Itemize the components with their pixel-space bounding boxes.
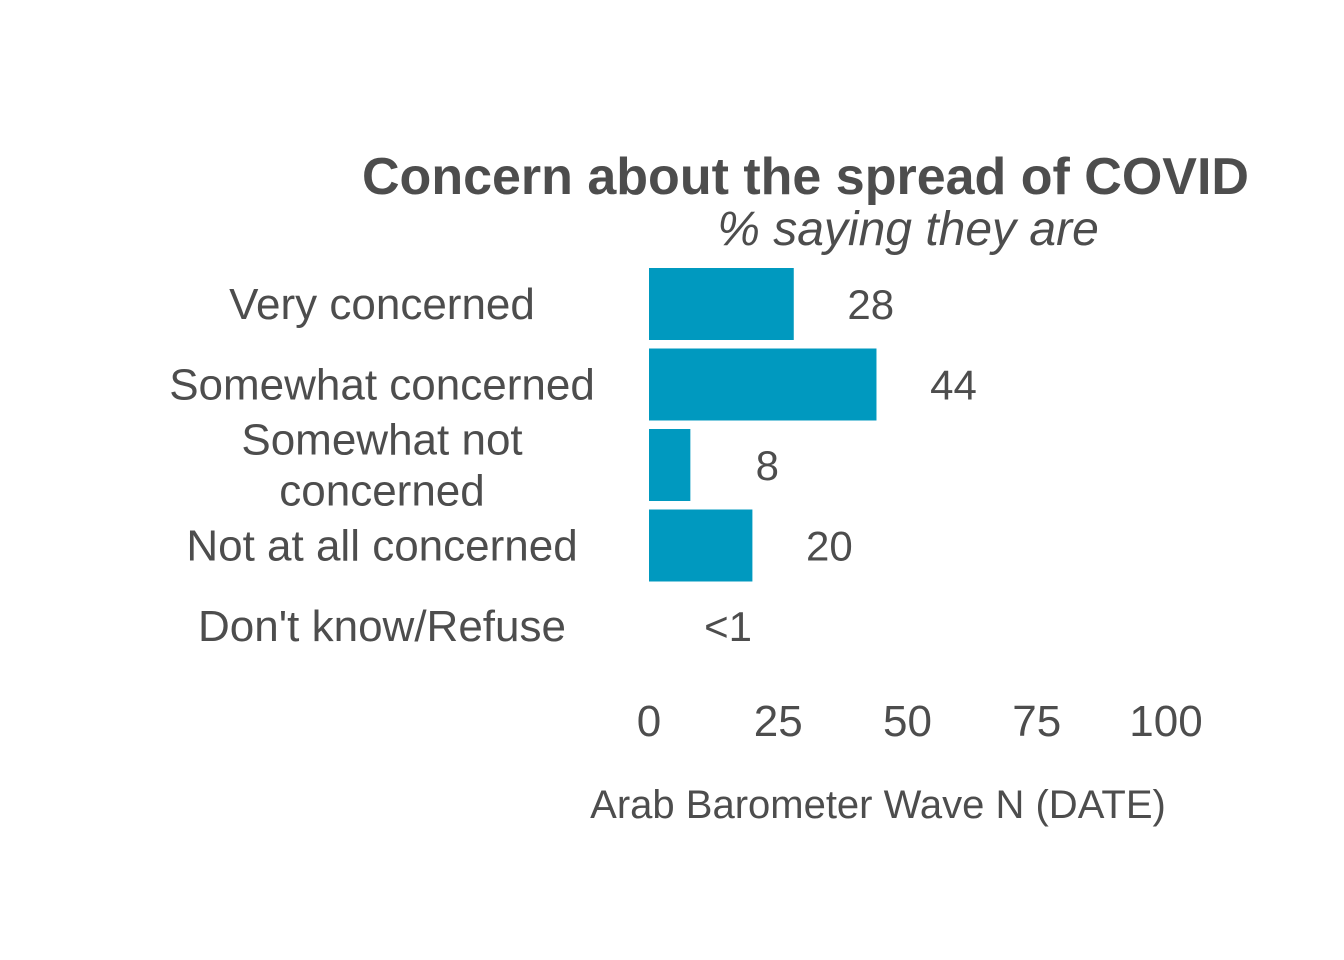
value-label: 44	[930, 362, 977, 409]
category-label: Somewhat concerned	[169, 361, 595, 410]
bar	[649, 509, 753, 582]
bars-group	[649, 268, 877, 582]
bar	[649, 348, 877, 421]
value-label: <1	[704, 603, 752, 650]
value-labels-group: 28 44 8 20 <1	[704, 281, 977, 650]
category-label: Not at all concerned	[186, 522, 577, 571]
value-label: 28	[847, 281, 894, 328]
x-axis-ticks-group: 0 25 50 75 100	[637, 697, 1203, 746]
x-tick-label: 0	[637, 697, 661, 746]
category-label: Don't know/Refuse	[198, 602, 566, 651]
category-label: Very concerned	[229, 280, 535, 329]
chart-caption: Arab Barometer Wave N (DATE)	[590, 783, 1166, 827]
value-label: 8	[756, 442, 779, 489]
chart-subtitle: % saying they are	[717, 203, 1099, 256]
x-tick-label: 25	[754, 697, 803, 746]
chart-title: Concern about the spread of COVID	[362, 148, 1249, 206]
x-tick-label: 100	[1129, 697, 1202, 746]
bar	[649, 268, 794, 340]
category-label: Somewhat not concerned	[241, 416, 522, 516]
x-tick-label: 50	[883, 697, 932, 746]
value-label: 20	[806, 523, 853, 570]
category-labels-group: Very concerned Somewhat concerned Somewhat…	[169, 280, 595, 651]
x-tick-label: 75	[1012, 697, 1061, 746]
bar	[649, 429, 691, 501]
